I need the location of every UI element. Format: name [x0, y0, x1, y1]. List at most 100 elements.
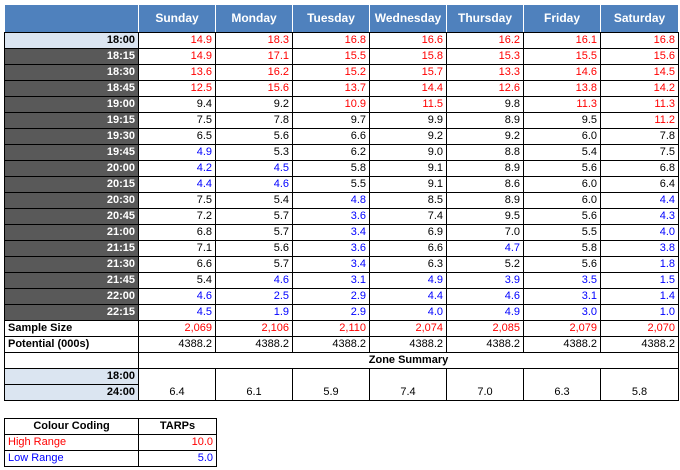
tarp-cell: 9.7	[292, 112, 370, 129]
time-row: 18:30 13.6 16.2 15.2 15.7 13.3 14.6 14.5	[4, 64, 679, 81]
tarp-cell: 9.9	[369, 112, 447, 129]
tarp-cell: 16.6	[369, 32, 447, 49]
tarp-cell: 5.2	[446, 256, 524, 273]
time-row: 21:30 6.6 5.7 3.4 6.3 5.2 5.6 1.8	[4, 256, 679, 273]
tarp-cell: 4.4	[600, 192, 679, 209]
tarp-cell: 3.1	[292, 272, 370, 289]
tarp-cell: 6.0	[523, 176, 601, 193]
zone-value: 7.4	[369, 368, 447, 401]
tarp-cell: 1.5	[600, 272, 679, 289]
time-label: 20:45	[4, 208, 139, 225]
potential-cell: 4388.2	[446, 336, 524, 353]
tarp-cell: 8.9	[446, 112, 524, 129]
tarp-cell: 2.5	[215, 288, 293, 305]
tarp-cell: 8.9	[446, 192, 524, 209]
time-row: 18:15 14.9 17.1 15.5 15.8 15.3 15.5 15.6	[4, 48, 679, 65]
sample-size-cell: 2,070	[600, 320, 679, 337]
tarp-cell: 15.3	[446, 48, 524, 65]
tarp-cell: 7.8	[600, 128, 679, 145]
tarp-cell: 4.6	[446, 288, 524, 305]
time-row: 21:00 6.8 5.7 3.4 6.9 7.0 5.5 4.0	[4, 224, 679, 241]
tarp-cell: 1.0	[600, 304, 679, 321]
potential-label: Potential (000s)	[4, 336, 139, 353]
tarp-cell: 3.0	[523, 304, 601, 321]
time-row: 19:45 4.9 5.3 6.2 9.0 8.8 5.4 7.5	[4, 144, 679, 161]
tarp-cell: 9.0	[369, 144, 447, 161]
time-row: 18:45 12.5 15.6 13.7 14.4 12.6 13.8 14.2	[4, 80, 679, 97]
tarp-cell: 5.6	[523, 208, 601, 225]
tarp-cell: 4.7	[446, 240, 524, 257]
potential-cell: 4388.2	[138, 336, 216, 353]
time-label: 20:30	[4, 192, 139, 209]
tarp-cell: 5.7	[215, 256, 293, 273]
tarp-cell: 17.1	[215, 48, 293, 65]
tarp-cell: 6.6	[369, 240, 447, 257]
tarp-cell: 3.6	[292, 208, 370, 225]
tarp-cell: 15.5	[292, 48, 370, 65]
tarp-cell: 5.4	[215, 192, 293, 209]
time-row: 19:30 6.5 5.6 6.6 9.2 9.2 6.0 7.8	[4, 128, 679, 145]
tarp-cell: 16.2	[446, 32, 524, 49]
tarp-cell: 14.5	[600, 64, 679, 81]
tarp-cell: 15.8	[369, 48, 447, 65]
time-row: 22:15 4.5 1.9 2.9 4.0 4.9 3.0 1.0	[4, 304, 679, 321]
time-label: 19:45	[4, 144, 139, 161]
tarp-cell: 16.8	[292, 32, 370, 49]
potential-cell: 4388.2	[215, 336, 293, 353]
tarp-cell: 14.9	[138, 32, 216, 49]
tarp-cell: 14.6	[523, 64, 601, 81]
tarp-cell: 6.6	[138, 256, 216, 273]
day-header: Tuesday	[292, 4, 370, 33]
time-label: 19:00	[4, 96, 139, 113]
tarp-cell: 3.4	[292, 256, 370, 273]
tarp-cell: 11.3	[600, 96, 679, 113]
tarp-cell: 6.5	[138, 128, 216, 145]
tarp-cell: 11.5	[369, 96, 447, 113]
sample-size-cell: 2,110	[292, 320, 370, 337]
tarp-cell: 9.1	[369, 160, 447, 177]
tarp-cell: 4.9	[369, 272, 447, 289]
tarp-cell: 1.8	[600, 256, 679, 273]
potential-row: Potential (000s) 4388.2 4388.2 4388.2 43…	[4, 336, 679, 353]
legend-title: Colour Coding	[4, 418, 139, 435]
legend-header-row: Colour Coding TARPs	[4, 418, 217, 435]
tarp-cell: 6.3	[369, 256, 447, 273]
tarp-cell: 5.6	[523, 256, 601, 273]
data-body: 18:00 14.9 18.3 16.8 16.6 16.2 16.1 16.8 18:15 14…	[4, 32, 679, 321]
time-row: 20:00 4.2 4.5 5.8 9.1 8.9 5.6 6.8	[4, 160, 679, 177]
sample-size-cell: 2,079	[523, 320, 601, 337]
time-row: 18:00 14.9 18.3 16.8 16.6 16.2 16.1 16.8	[4, 32, 679, 49]
time-label: 18:15	[4, 48, 139, 65]
day-header: Monday	[215, 4, 293, 33]
tarp-cell: 7.1	[138, 240, 216, 257]
tarp-cell: 8.9	[446, 160, 524, 177]
tarp-cell: 14.4	[369, 80, 447, 97]
tarp-cell: 6.0	[523, 128, 601, 145]
tarp-cell: 6.8	[138, 224, 216, 241]
tarp-cell: 6.4	[600, 176, 679, 193]
time-label: 22:15	[4, 304, 139, 321]
tarp-cell: 15.6	[600, 48, 679, 65]
potential-cell: 4388.2	[523, 336, 601, 353]
tarp-cell: 3.6	[292, 240, 370, 257]
zone-value: 6.4	[138, 368, 216, 401]
tarp-cell: 1.4	[600, 288, 679, 305]
tarp-cell: 5.4	[138, 272, 216, 289]
time-row: 20:45 7.2 5.7 3.6 7.4 9.5 5.6 4.3	[4, 208, 679, 225]
tarp-cell: 4.4	[369, 288, 447, 305]
tarp-cell: 3.5	[523, 272, 601, 289]
time-label: 18:00	[4, 32, 139, 49]
zone-value: 5.8	[600, 368, 679, 401]
time-label: 19:30	[4, 128, 139, 145]
tarp-cell: 5.5	[292, 176, 370, 193]
tarp-cell: 10.9	[292, 96, 370, 113]
legend-low-row: Low Range 5.0	[4, 450, 217, 467]
legend-low-label: Low Range	[4, 450, 139, 467]
tarp-table: Sunday Monday Tuesday Wednesday Thursday…	[4, 4, 679, 401]
colour-coding-legend: Colour Coding TARPs High Range 10.0 Low …	[4, 418, 217, 467]
tarp-cell: 16.2	[215, 64, 293, 81]
sample-size-label: Sample Size	[4, 320, 139, 337]
day-header: Friday	[523, 4, 601, 33]
time-label: 20:00	[4, 160, 139, 177]
day-header: Thursday	[446, 4, 524, 33]
